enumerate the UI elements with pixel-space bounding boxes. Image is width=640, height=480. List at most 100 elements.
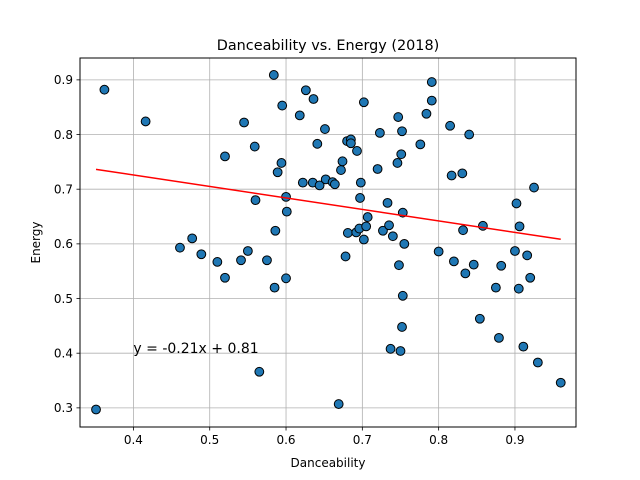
data-point bbox=[272, 167, 283, 178]
data-point bbox=[270, 225, 281, 236]
data-point bbox=[329, 179, 340, 190]
data-point bbox=[490, 282, 501, 293]
regression-equation-label: y = -0.21x + 0.81 bbox=[133, 341, 258, 357]
data-point bbox=[397, 126, 407, 137]
data-point bbox=[212, 257, 223, 267]
data-point bbox=[220, 151, 230, 162]
data-point bbox=[397, 322, 407, 332]
data-point bbox=[421, 108, 432, 119]
data-point bbox=[384, 220, 394, 231]
data-point bbox=[333, 399, 344, 409]
data-point bbox=[175, 242, 185, 253]
y-tick-label: 0.9 bbox=[54, 73, 73, 87]
data-point bbox=[239, 117, 249, 128]
data-point bbox=[378, 225, 388, 236]
data-point bbox=[337, 156, 348, 167]
data-point bbox=[494, 332, 504, 343]
data-point bbox=[262, 255, 272, 266]
data-point bbox=[460, 268, 471, 279]
x-tick-label: 0.4 bbox=[124, 433, 143, 447]
data-point bbox=[449, 256, 459, 267]
data-point bbox=[358, 97, 369, 108]
data-point bbox=[140, 116, 151, 127]
data-point bbox=[187, 233, 198, 244]
data-point bbox=[277, 100, 288, 111]
grid-lines bbox=[80, 58, 576, 427]
x-tick-label: 0.5 bbox=[200, 433, 219, 447]
y-tick-label: 0.5 bbox=[54, 292, 73, 306]
data-point bbox=[510, 246, 520, 256]
data-point bbox=[396, 149, 407, 160]
data-point bbox=[312, 138, 323, 149]
data-point bbox=[474, 313, 485, 324]
data-point bbox=[395, 346, 406, 356]
x-axis-label: Danceability bbox=[291, 456, 366, 470]
data-point bbox=[362, 212, 373, 222]
data-point bbox=[468, 259, 479, 270]
data-point bbox=[281, 273, 291, 284]
data-point bbox=[242, 246, 253, 256]
data-point bbox=[320, 124, 330, 134]
regression-line bbox=[95, 168, 561, 241]
data-point bbox=[464, 129, 475, 140]
data-point bbox=[372, 164, 383, 174]
data-point bbox=[281, 206, 292, 217]
data-point bbox=[518, 341, 529, 352]
data-point bbox=[532, 357, 543, 368]
data-point bbox=[446, 170, 457, 181]
data-point bbox=[276, 158, 287, 168]
data-point bbox=[340, 251, 351, 262]
data-point bbox=[382, 197, 393, 208]
data-point bbox=[300, 85, 311, 96]
data-point bbox=[529, 182, 539, 193]
data-point bbox=[358, 234, 369, 245]
regression-line-group bbox=[95, 168, 561, 241]
data-point bbox=[496, 260, 507, 271]
data-point bbox=[361, 221, 372, 232]
data-point bbox=[513, 283, 524, 294]
y-tick-label: 0.8 bbox=[54, 128, 73, 142]
y-axis-label: Energy bbox=[29, 221, 43, 263]
data-point bbox=[394, 260, 404, 271]
data-point bbox=[345, 138, 356, 149]
chart-title: Danceability vs. Energy (2018) bbox=[217, 38, 439, 54]
data-point bbox=[445, 120, 455, 131]
data-point bbox=[397, 290, 408, 301]
data-point bbox=[294, 110, 305, 121]
x-tick-label: 0.7 bbox=[353, 433, 372, 447]
y-axis-ticks: 0.3 0.4 0.5 0.6 0.7 0.8 0.9 bbox=[54, 73, 80, 415]
data-point bbox=[269, 282, 280, 293]
data-point bbox=[399, 238, 410, 249]
data-point bbox=[426, 95, 437, 106]
data-point bbox=[458, 225, 468, 236]
y-tick-label: 0.7 bbox=[54, 183, 73, 197]
data-point bbox=[457, 168, 468, 179]
data-point bbox=[478, 220, 488, 231]
data-point bbox=[374, 127, 385, 138]
data-point bbox=[220, 272, 230, 283]
data-point bbox=[555, 377, 566, 388]
data-point bbox=[249, 141, 260, 152]
data-points bbox=[91, 70, 566, 415]
data-point bbox=[426, 77, 437, 87]
data-point bbox=[99, 84, 110, 95]
data-point bbox=[514, 221, 525, 232]
data-point bbox=[336, 165, 346, 175]
data-point bbox=[387, 231, 398, 242]
x-tick-label: 0.6 bbox=[276, 433, 295, 447]
data-point bbox=[415, 139, 426, 150]
data-point bbox=[355, 193, 365, 203]
data-point bbox=[91, 404, 101, 415]
plot-frame bbox=[79, 57, 577, 428]
data-point bbox=[352, 146, 362, 156]
y-tick-label: 0.4 bbox=[54, 347, 73, 361]
y-tick-label: 0.6 bbox=[54, 237, 73, 251]
data-point bbox=[268, 70, 279, 80]
x-tick-label: 0.8 bbox=[429, 433, 448, 447]
data-point bbox=[250, 195, 261, 206]
data-point bbox=[355, 177, 366, 188]
data-point bbox=[196, 249, 207, 260]
data-point bbox=[522, 250, 533, 261]
data-point bbox=[308, 94, 319, 104]
